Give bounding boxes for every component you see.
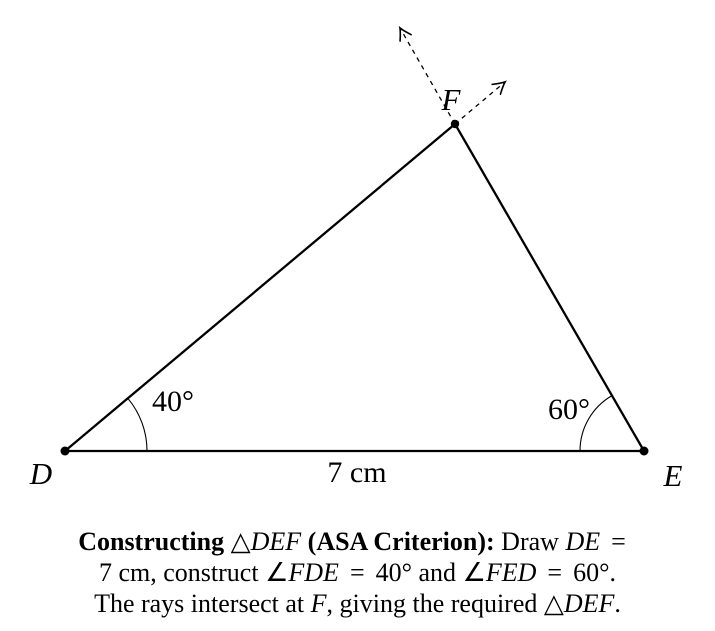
triangle-symbol: △ <box>230 527 251 556</box>
caption-mid: , giving the required <box>326 589 544 618</box>
angle-label-at-E: 60° <box>548 393 590 426</box>
caption: Constructing △DEF (ASA Criterion): Draw … <box>0 526 715 619</box>
point-name-F: F <box>310 589 327 618</box>
equals-sign: = <box>547 558 563 587</box>
caption-line-1: Constructing △DEF (ASA Criterion): Draw … <box>0 526 715 557</box>
caption-lead: The rays intersect at <box>94 589 311 618</box>
angle-symbol: ∠ <box>462 558 486 587</box>
triangle-name: DEF <box>250 527 302 556</box>
caption-line-2: 7 cm, construct ∠FDE = 40° and ∠FED = 60°. <box>0 557 715 588</box>
equals-sign: = <box>349 558 365 587</box>
vertex-label-E: E <box>663 458 683 493</box>
side-EF <box>453 122 646 453</box>
angle-label-at-D: 40° <box>152 385 194 418</box>
angle-name-FDE: FDE <box>288 558 339 587</box>
triangle-symbol: △ <box>543 589 564 618</box>
construction-ray-from-E-through-F <box>398 25 456 125</box>
construction-ray-from-D-through-F <box>454 80 507 125</box>
angle-symbol: ∠ <box>265 558 289 587</box>
triangle-construction-diagram: D E F 40° 60° 7 cm <box>29 25 683 493</box>
vertex-dot-F <box>450 119 460 129</box>
caption-period: . <box>614 589 621 618</box>
caption-line-3: The rays intersect at F, giving the requ… <box>0 588 715 619</box>
caption-lead: 7 cm, construct <box>99 558 266 587</box>
vertex-dot-D <box>60 446 70 456</box>
angle-arc-at-D <box>127 397 148 452</box>
angle-value-40: 40° <box>375 558 413 587</box>
caption-bold-criterion: (ASA Criterion): <box>301 527 502 556</box>
segment-name: DE <box>565 527 601 556</box>
angle-value-60: 60°. <box>573 558 616 587</box>
side-DF <box>63 122 457 453</box>
caption-draw-word: Draw <box>501 527 566 556</box>
caption-bold-lead: Constructing <box>78 527 231 556</box>
triangle-name: DEF <box>563 589 615 618</box>
equals-sign: = <box>611 527 626 556</box>
angle-name-FED: FED <box>485 558 537 587</box>
and-word: and <box>412 558 463 587</box>
vertex-dot-E <box>639 446 649 456</box>
vertex-label-F: F <box>441 82 462 117</box>
angle-arc-at-E <box>579 395 613 452</box>
vertex-label-D: D <box>29 456 52 491</box>
base-length-label: 7 cm <box>327 456 386 489</box>
